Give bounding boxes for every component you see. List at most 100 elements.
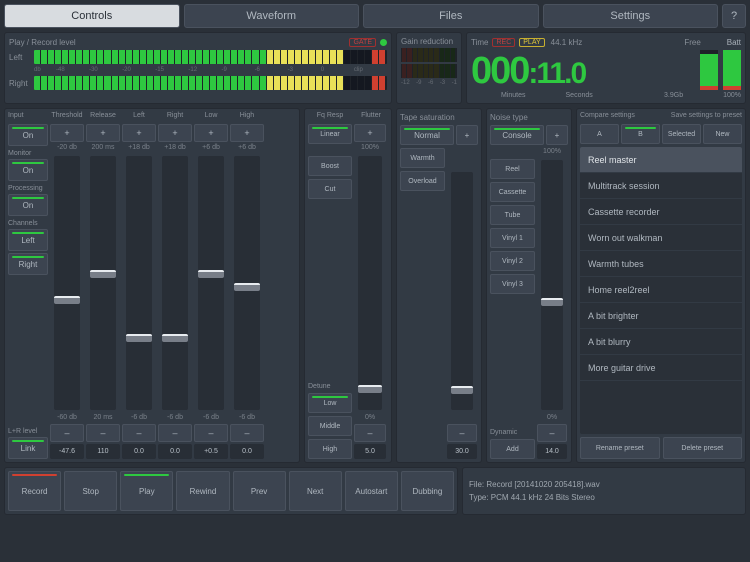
status-dot-icon (380, 39, 387, 46)
slider-5-plus[interactable]: + (230, 124, 264, 142)
detune-label: Detune (308, 383, 352, 390)
gr-meter-right (401, 64, 457, 78)
input-on-button[interactable]: On (8, 124, 48, 146)
flutter-slider[interactable] (358, 156, 382, 410)
preset-list[interactable]: Reel masterMultitrack sessionCassette re… (580, 147, 742, 434)
tape-normal-button[interactable]: Normal (400, 125, 454, 145)
slider-3-plus[interactable]: + (158, 124, 192, 142)
noise-tube-button[interactable]: Tube (490, 205, 535, 225)
next-button[interactable]: Next (289, 471, 342, 511)
preset-item[interactable]: Reel master (580, 147, 742, 173)
batt-value: 100% (723, 92, 741, 99)
slider-3-value: 0.0 (158, 444, 192, 459)
left-label: Left (9, 53, 31, 62)
seconds-label: Seconds (566, 92, 593, 99)
noise-reel-button[interactable]: Reel (490, 159, 535, 179)
play-button[interactable]: Play (120, 471, 173, 511)
channel-left-button[interactable]: Left (8, 229, 48, 251)
slider-3-minus[interactable]: – (158, 424, 192, 442)
dubbing-button[interactable]: Dubbing (401, 471, 454, 511)
file-info-panel: File: Record [20141020 205418].wav Type:… (462, 467, 746, 515)
preset-item[interactable]: Cassette recorder (580, 199, 742, 225)
cut-button[interactable]: Cut (308, 179, 352, 199)
noise-console-button[interactable]: Console (490, 125, 544, 145)
noise-plus-button[interactable]: + (546, 125, 568, 145)
monitor-label: Monitor (8, 150, 48, 157)
tab-files[interactable]: Files (363, 4, 539, 28)
noise-cassette-button[interactable]: Cassette (490, 182, 535, 202)
noise-vinyl2-button[interactable]: Vinyl 2 (490, 251, 535, 271)
slider-2-minus[interactable]: – (122, 424, 156, 442)
delete-preset-button[interactable]: Delete preset (663, 437, 743, 459)
time-label: Time (471, 38, 488, 47)
noise-slider[interactable] (541, 160, 563, 410)
flutter-minus-button[interactable]: – (354, 424, 386, 442)
preset-item[interactable]: Multitrack session (580, 173, 742, 199)
high-header: High (230, 112, 264, 121)
rename-preset-button[interactable]: Rename preset (580, 437, 660, 459)
slider-2-plus[interactable]: + (122, 124, 156, 142)
slider-1-value: 110 (86, 444, 120, 459)
compare-b-button[interactable]: B (621, 124, 660, 144)
slider-0[interactable] (54, 156, 80, 410)
slider-0-plus[interactable]: + (50, 124, 84, 142)
rec-indicator: REC (492, 38, 515, 47)
stop-button[interactable]: Stop (64, 471, 117, 511)
preset-item[interactable]: A bit brighter (580, 303, 742, 329)
flutter-header: Flutter (354, 112, 388, 121)
preset-item[interactable]: More guitar drive (580, 355, 742, 381)
boost-button[interactable]: Boost (308, 156, 352, 176)
slider-1-minus[interactable]: – (86, 424, 120, 442)
slider-1-plus[interactable]: + (86, 124, 120, 142)
save-new-button[interactable]: New (703, 124, 742, 144)
compare-a-button[interactable]: A (580, 124, 619, 144)
processing-on-button[interactable]: On (8, 194, 48, 216)
slider-5[interactable] (234, 156, 260, 410)
slider-1[interactable] (90, 156, 116, 410)
slider-4-plus[interactable]: + (194, 124, 228, 142)
noise-minus-button[interactable]: – (537, 424, 567, 442)
link-button[interactable]: Link (8, 437, 48, 459)
slider-3[interactable] (162, 156, 188, 410)
tab-help[interactable]: ? (722, 4, 746, 28)
channel-right-button[interactable]: Right (8, 253, 48, 275)
free-value: 3.9Gb (664, 92, 683, 99)
tape-overload-button[interactable]: Overload (400, 171, 445, 191)
tab-waveform[interactable]: Waveform (184, 4, 360, 28)
preset-item[interactable]: Worn out walkman (580, 225, 742, 251)
detune-middle-button[interactable]: Middle (308, 416, 352, 436)
record-button[interactable]: Record (8, 471, 61, 511)
tape-slider[interactable] (451, 172, 473, 410)
tab-controls[interactable]: Controls (4, 4, 180, 28)
noise-add-button[interactable]: Add (490, 439, 535, 459)
noise-vinyl3-button[interactable]: Vinyl 3 (490, 274, 535, 294)
save-selected-button[interactable]: Selected (662, 124, 701, 144)
right-header: Right (158, 112, 192, 121)
tab-settings[interactable]: Settings (543, 4, 719, 28)
preset-item[interactable]: Home reel2reel (580, 277, 742, 303)
slider-0-minus[interactable]: – (50, 424, 84, 442)
preset-item[interactable]: A bit blurry (580, 329, 742, 355)
dynamic-label: Dynamic (490, 429, 535, 436)
slider-2[interactable] (126, 156, 152, 410)
flutter-plus-button[interactable]: + (354, 124, 386, 142)
play-record-level-panel: Play / Record level GATE Left db-48-30-2… (4, 32, 392, 104)
detune-low-button[interactable]: Low (308, 393, 352, 413)
slider-5-minus[interactable]: – (230, 424, 264, 442)
tape-warmth-button[interactable]: Warmth (400, 148, 445, 168)
linear-button[interactable]: Linear (308, 124, 352, 144)
processing-label: Processing (8, 185, 48, 192)
prev-button[interactable]: Prev (233, 471, 286, 511)
tape-minus-button[interactable]: – (447, 424, 477, 442)
detune-high-button[interactable]: High (308, 439, 352, 459)
slider-4[interactable] (198, 156, 224, 410)
noise-vinyl1-button[interactable]: Vinyl 1 (490, 228, 535, 248)
rewind-button[interactable]: Rewind (176, 471, 229, 511)
slider-4-minus[interactable]: – (194, 424, 228, 442)
sample-rate: 44.1 kHz (551, 38, 583, 47)
preset-item[interactable]: Warmth tubes (580, 251, 742, 277)
monitor-on-button[interactable]: On (8, 159, 48, 181)
autostart-button[interactable]: Autostart (345, 471, 398, 511)
tape-plus-button[interactable]: + (456, 125, 478, 145)
tapesat-header: Tape saturation (400, 112, 478, 122)
